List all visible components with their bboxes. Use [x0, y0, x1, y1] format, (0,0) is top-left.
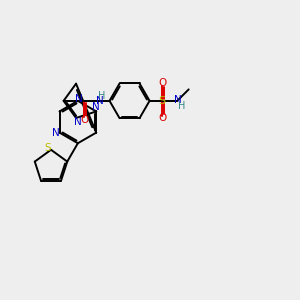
- Text: H: H: [98, 91, 106, 101]
- Text: H: H: [178, 101, 185, 111]
- Text: S: S: [44, 143, 51, 153]
- Text: O: O: [159, 113, 167, 124]
- Text: S: S: [158, 96, 166, 106]
- Text: N: N: [96, 96, 104, 106]
- Text: O: O: [80, 115, 88, 125]
- Text: N: N: [76, 94, 83, 104]
- Text: O: O: [159, 78, 167, 88]
- Text: N: N: [174, 95, 182, 105]
- Text: N: N: [52, 128, 60, 138]
- Text: N: N: [92, 102, 100, 112]
- Text: N: N: [74, 117, 82, 127]
